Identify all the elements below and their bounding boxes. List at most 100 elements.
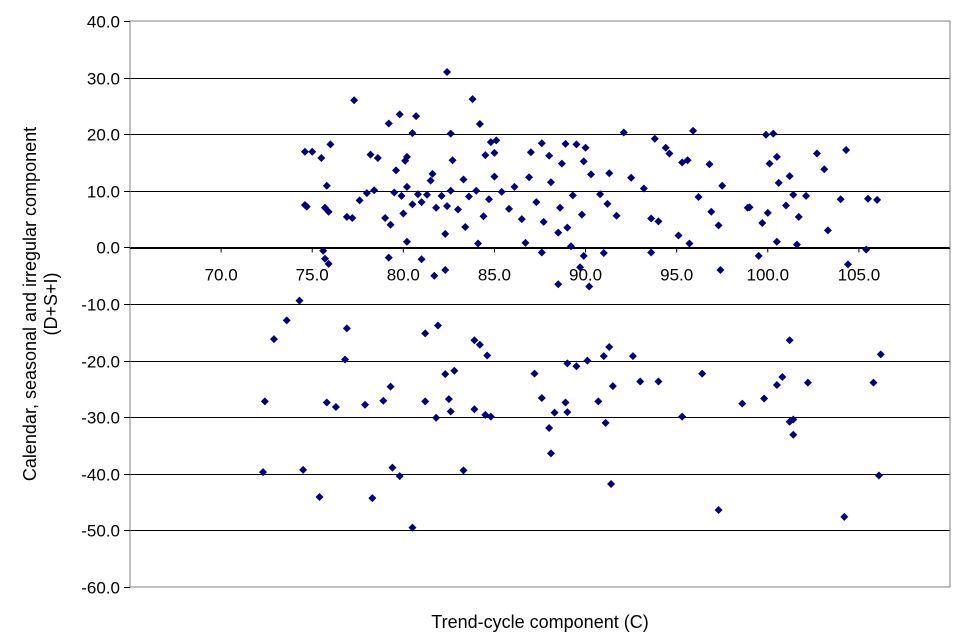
data-point	[563, 359, 572, 368]
data-point	[521, 238, 530, 247]
data-point	[647, 248, 656, 257]
data-point	[450, 366, 459, 375]
data-point	[421, 397, 430, 406]
y-axis-title-line1: Calendar, seasonal and irregular compone…	[20, 127, 40, 481]
data-point	[754, 251, 763, 260]
y-tick-label: 20.0	[87, 126, 120, 145]
data-point	[577, 210, 586, 219]
data-point	[412, 112, 421, 121]
data-point	[820, 165, 829, 174]
y-tick-label: 0.0	[96, 239, 120, 258]
y-tick-label: 40.0	[87, 13, 120, 32]
data-point	[497, 187, 506, 196]
data-point	[869, 378, 878, 387]
data-point	[654, 377, 663, 386]
data-point	[441, 266, 450, 275]
data-point	[362, 189, 371, 198]
data-point	[714, 221, 723, 230]
data-point	[745, 203, 754, 212]
y-tick-label: 30.0	[87, 70, 120, 89]
data-point	[603, 199, 612, 208]
data-point	[572, 140, 581, 149]
data-point	[862, 245, 871, 254]
data-point	[707, 207, 716, 216]
data-point	[785, 336, 794, 345]
data-point	[761, 130, 770, 139]
data-point	[836, 195, 845, 204]
data-point	[417, 198, 426, 207]
data-point	[782, 201, 790, 210]
data-point	[718, 181, 727, 190]
data-point	[785, 172, 794, 181]
data-point	[441, 229, 450, 238]
data-point	[368, 494, 377, 503]
data-point	[778, 373, 787, 382]
data-point	[738, 399, 747, 408]
data-point	[300, 147, 309, 156]
data-point	[812, 149, 821, 158]
x-tick-label: 70.0	[205, 265, 238, 284]
data-point	[446, 407, 455, 416]
data-point	[484, 195, 493, 204]
data-point	[361, 400, 370, 409]
data-point	[661, 143, 670, 152]
data-point	[308, 147, 317, 156]
data-point	[714, 506, 723, 515]
data-point	[545, 151, 554, 160]
data-point	[459, 175, 468, 184]
data-point	[758, 219, 767, 228]
y-tick-label: -60.0	[81, 579, 120, 598]
data-point	[408, 523, 417, 532]
data-point	[539, 217, 548, 226]
data-point	[566, 242, 575, 251]
data-point	[300, 200, 309, 209]
data-point	[772, 237, 781, 246]
data-point	[647, 214, 656, 223]
data-point	[443, 67, 452, 76]
data-point	[402, 182, 411, 191]
data-point	[402, 152, 411, 161]
y-tick-label: -30.0	[81, 409, 120, 428]
data-point	[413, 190, 422, 199]
data-point	[789, 430, 798, 439]
data-point	[876, 350, 885, 359]
x-tick-label: 100.0	[747, 265, 790, 284]
x-axis-ticks: 70.0 75.0 80.0 85.0 90.0 95.0 100.0 105.0	[205, 247, 881, 284]
data-points	[259, 67, 885, 532]
data-point	[576, 263, 585, 272]
data-point	[765, 159, 774, 168]
data-point	[350, 96, 359, 105]
data-point	[433, 321, 442, 330]
data-point	[423, 190, 432, 199]
data-point	[694, 193, 703, 202]
data-point	[554, 280, 563, 289]
data-point	[408, 129, 417, 138]
data-point	[379, 396, 388, 405]
data-point	[554, 228, 563, 237]
data-point	[579, 157, 588, 166]
data-point	[563, 408, 572, 417]
data-point	[443, 202, 452, 211]
data-point	[612, 211, 621, 220]
data-point	[546, 178, 555, 187]
x-tick-label: 105.0	[838, 265, 881, 284]
data-point	[716, 266, 725, 275]
data-point	[556, 203, 565, 212]
data-point	[395, 472, 404, 481]
data-point	[395, 110, 404, 119]
data-point	[432, 203, 441, 212]
data-point	[842, 146, 851, 155]
data-point	[585, 282, 594, 291]
data-point	[388, 463, 397, 472]
data-point	[579, 251, 588, 260]
data-point	[537, 248, 546, 257]
data-point	[546, 449, 555, 458]
data-point	[689, 126, 698, 135]
y-tick-label: -20.0	[81, 353, 120, 372]
data-point	[545, 423, 554, 432]
data-point	[461, 223, 470, 232]
data-point	[492, 136, 501, 145]
data-point	[324, 259, 333, 268]
